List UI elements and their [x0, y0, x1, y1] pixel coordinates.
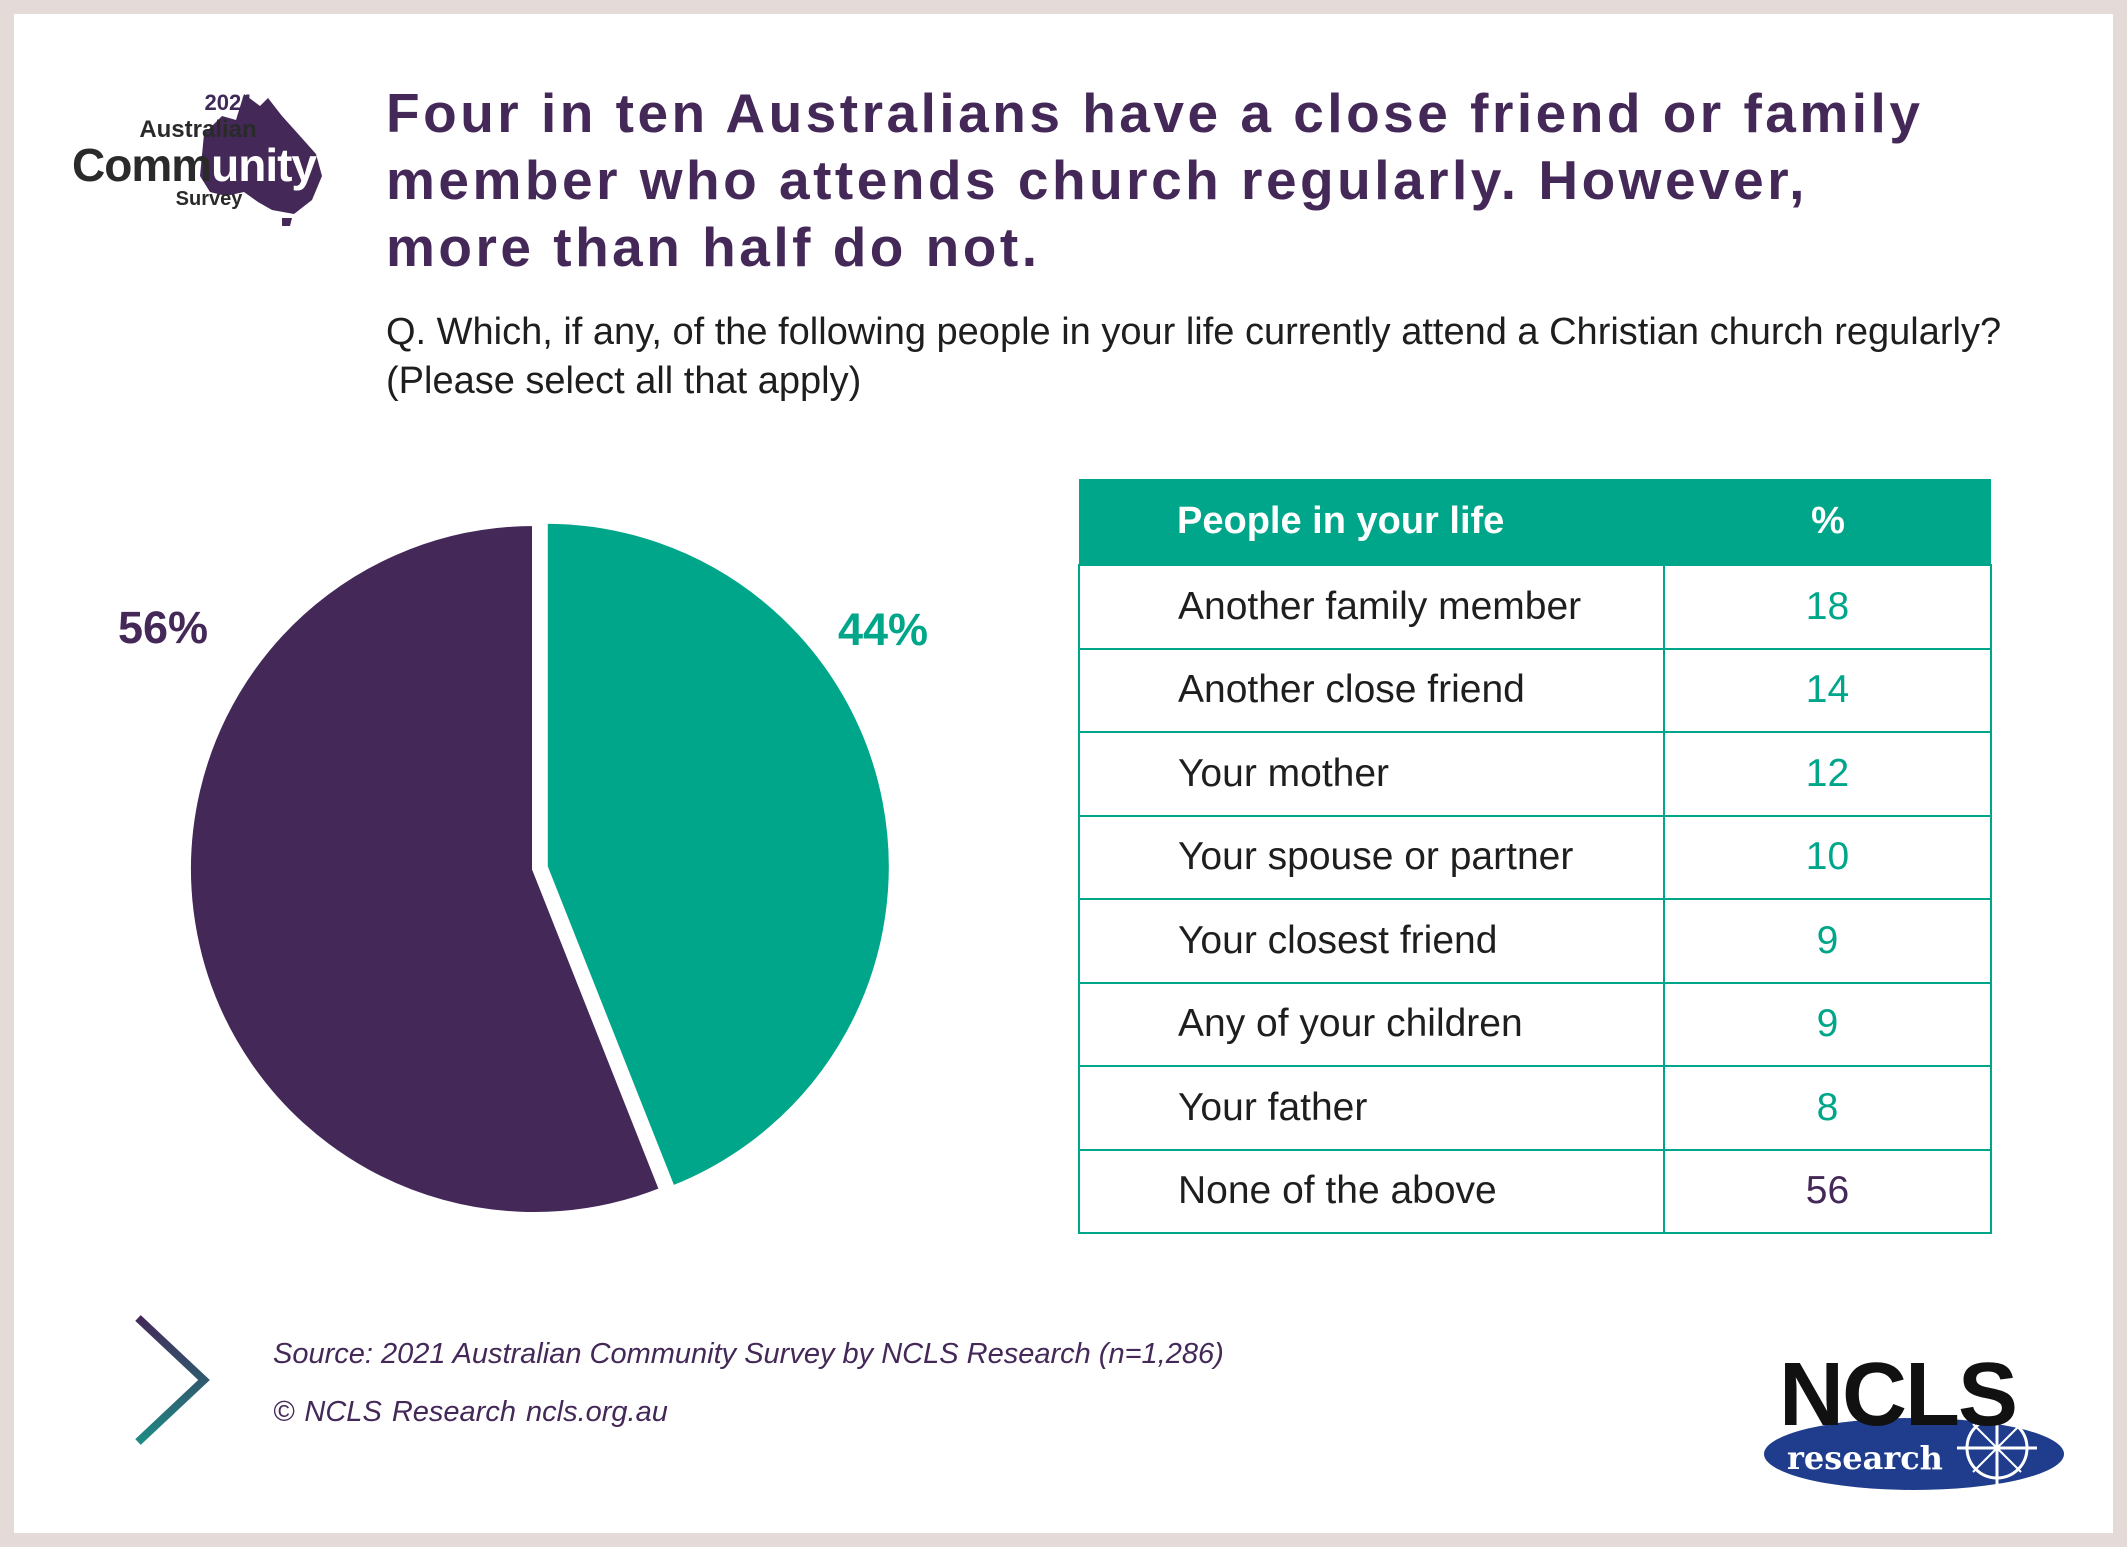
logo-wordmark-part-a: Comm — [72, 139, 212, 191]
table-cell-percent: 8 — [1663, 1065, 1992, 1151]
table-header-row: People in your life % — [1079, 479, 1991, 565]
table-cell-person: Another close friend — [1078, 647, 1665, 733]
ncls-research-text: research — [1787, 1439, 1943, 1477]
ncls-wordmark: NCLS — [1779, 1345, 2018, 1445]
table-row: None of the above 56 — [1078, 1148, 1992, 1234]
logo-year: 2021 — [204, 90, 254, 115]
survey-logo: 2021 Australian Community Survey — [54, 76, 364, 226]
table-row: Your mother 12 — [1078, 731, 1992, 817]
pie-slice-0 — [543, 519, 893, 1191]
pie-chart-svg — [187, 519, 893, 1216]
table-cell-person: Any of your children — [1078, 981, 1665, 1067]
source-note: Source: 2021 Australian Community Survey… — [273, 1338, 1224, 1370]
table-cell-percent: 56 — [1663, 1148, 1992, 1234]
table-cell-percent: 10 — [1663, 814, 1992, 900]
survey-question: Q. Which, if any, of the following peopl… — [386, 311, 2002, 402]
chevron-right-icon — [135, 1315, 210, 1445]
table-cell-percent: 18 — [1663, 564, 1992, 650]
table-header-people: People in your life — [1079, 479, 1664, 565]
australia-map-icon — [200, 94, 322, 226]
people-table: People in your life % Another family mem… — [1078, 479, 1992, 1234]
table-row: Another family member 18 — [1078, 564, 1992, 650]
table-cell-percent: 9 — [1663, 898, 1992, 984]
infographic-card: 2021 Australian Community Survey Four in… — [14, 14, 2113, 1533]
table-row: Another close friend 14 — [1078, 647, 1992, 733]
logo-wordmark-part-b: unity — [211, 139, 317, 191]
ncls-logo: NCLS research — [1759, 1344, 2079, 1494]
pie-label-none: 56% — [118, 602, 209, 653]
pie-label-attend: 44% — [838, 604, 929, 655]
page-title: Four in ten Australians have a close fri… — [386, 82, 1924, 278]
logo-line-survey: Survey — [175, 188, 243, 210]
globe-logo-icon — [1764, 1404, 2064, 1490]
table-row: Any of your children 9 — [1078, 981, 1992, 1067]
table-cell-person: Your mother — [1078, 731, 1665, 817]
logo-wordmark: Community — [72, 138, 317, 192]
logo-line-australian: Australian — [139, 116, 257, 143]
table-header-percent: % — [1664, 479, 1991, 565]
table-cell-person: Another family member — [1078, 564, 1665, 650]
table-cell-percent: 14 — [1663, 647, 1992, 733]
table-row: Your spouse or partner 10 — [1078, 814, 1992, 900]
table-cell-percent: 12 — [1663, 731, 1992, 817]
pie-chart — [164, 499, 904, 1239]
table-cell-percent: 9 — [1663, 981, 1992, 1067]
table-cell-person: Your closest friend — [1078, 898, 1665, 984]
table-row: Your closest friend 9 — [1078, 898, 1992, 984]
table-cell-person: Your spouse or partner — [1078, 814, 1665, 900]
table-cell-person: None of the above — [1078, 1148, 1665, 1234]
table-row: Your father 8 — [1078, 1065, 1992, 1151]
copyright-note: © NCLS Research ncls.org.au — [273, 1396, 668, 1428]
table-cell-person: Your father — [1078, 1065, 1665, 1151]
pie-slice-1 — [187, 521, 664, 1216]
